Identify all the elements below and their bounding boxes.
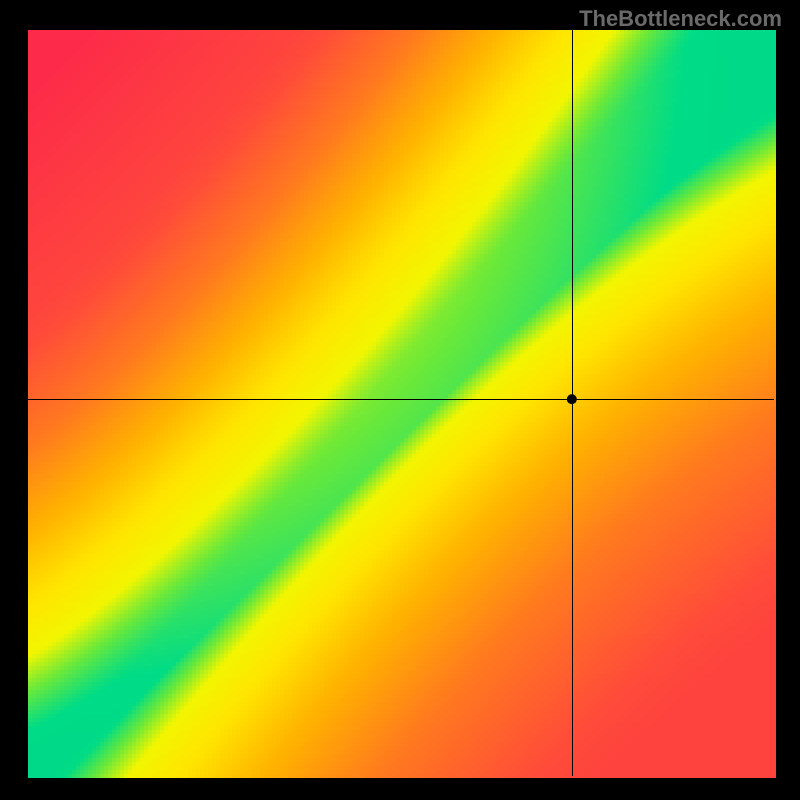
- chart-container: TheBottleneck.com: [0, 0, 800, 800]
- bottleneck-heatmap-canvas: [0, 0, 800, 800]
- source-watermark: TheBottleneck.com: [579, 6, 782, 32]
